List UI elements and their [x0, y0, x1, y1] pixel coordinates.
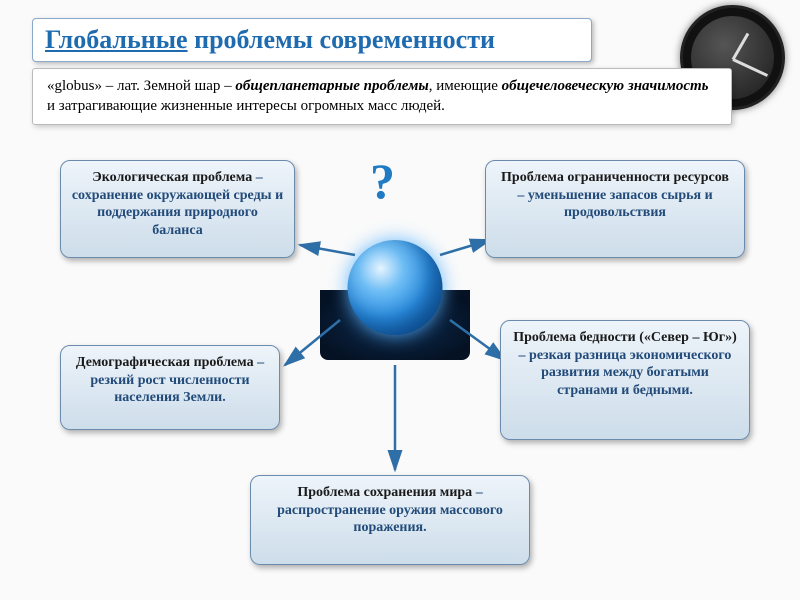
question-mark: ?	[370, 152, 395, 210]
globe-image	[320, 230, 470, 360]
intro-seg1: «globus» – лат. Земной шар –	[47, 78, 235, 94]
node-ecology: Экологическая проблема – сохранение окру…	[60, 160, 295, 258]
node-resources: Проблема ограниченности ресурсов – умень…	[485, 160, 745, 258]
intro-seg5: и затрагивающие жизненные интересы огром…	[47, 98, 445, 114]
node-title: Экологическая проблема	[92, 170, 252, 185]
title-rest: проблемы современности	[188, 25, 495, 54]
globe-icon	[348, 240, 443, 335]
node-title: Проблема бедности («Север – Юг»)	[513, 330, 737, 345]
node-desc: – резкая разница экономического развития…	[519, 348, 732, 398]
intro-seg4: общечеловеческую значимость	[502, 78, 709, 94]
intro-seg3: , имеющие	[429, 78, 502, 94]
clock-hour-hand	[731, 32, 749, 59]
node-poverty: Проблема бедности («Север – Юг») – резка…	[500, 320, 750, 440]
title-underlined: Глобальные	[45, 25, 188, 54]
node-title: Демографическая проблема	[76, 355, 254, 370]
intro-text: «globus» – лат. Земной шар – общепланета…	[47, 77, 717, 116]
intro-box: «globus» – лат. Земной шар – общепланета…	[32, 68, 732, 125]
title-box: Глобальные проблемы современности	[32, 18, 592, 62]
node-peace: Проблема сохранения мира – распространен…	[250, 475, 530, 565]
node-demographic: Демографическая проблема – резкий рост ч…	[60, 345, 280, 430]
node-title: Проблема сохранения мира	[297, 485, 472, 500]
clock-minute-hand	[732, 58, 768, 77]
page-title: Глобальные проблемы современности	[45, 25, 579, 55]
intro-seg2: общепланетарные проблемы	[235, 78, 428, 94]
node-title: Проблема ограниченности ресурсов	[501, 170, 729, 185]
node-desc: – уменьшение запасов сырья и продовольст…	[517, 188, 712, 221]
